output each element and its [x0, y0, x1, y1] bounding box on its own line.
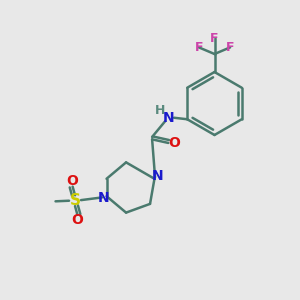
Text: O: O	[67, 174, 79, 188]
Text: O: O	[71, 213, 83, 227]
Text: N: N	[152, 169, 163, 183]
Text: S: S	[70, 193, 80, 208]
Text: F: F	[226, 41, 234, 54]
Text: F: F	[210, 32, 219, 45]
Text: H: H	[155, 104, 165, 117]
Text: F: F	[195, 41, 203, 54]
Text: N: N	[98, 191, 109, 205]
Text: N: N	[163, 111, 174, 125]
Text: O: O	[168, 136, 180, 150]
